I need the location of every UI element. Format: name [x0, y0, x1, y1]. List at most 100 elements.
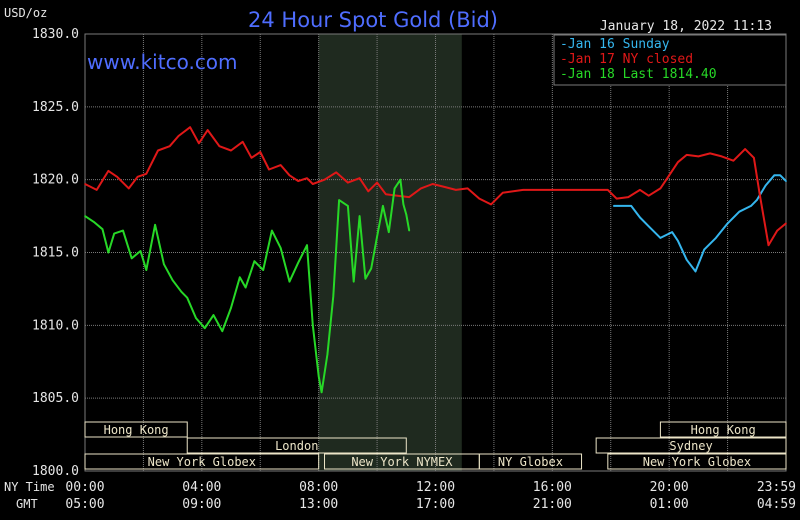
data-point-jan17 [668, 174, 670, 177]
data-point-jan17 [323, 178, 326, 181]
data-point-jan16 [630, 205, 632, 207]
market-bar: Hong Kong [84, 421, 188, 438]
data-point-jan17 [206, 129, 209, 131]
data-point-jan16 [785, 180, 787, 182]
data-point-jan17 [396, 194, 399, 197]
data-point-jan18 [101, 228, 104, 230]
data-point-jan17 [241, 141, 244, 143]
x-tick-label-gmt: 09:00 [182, 497, 221, 512]
data-point-jan17 [785, 222, 787, 225]
market-bar-frame [607, 453, 787, 470]
data-point-jan17 [443, 186, 446, 188]
data-point-jan16 [671, 231, 673, 233]
y-tick-label: 1830.0 [32, 27, 79, 42]
data-point-jan17 [168, 145, 171, 147]
y-tick-label: 1800.0 [32, 464, 79, 479]
x-tick-label-ny: 12:00 [416, 480, 455, 495]
data-point-jan16 [779, 174, 781, 177]
data-point-jan18 [399, 178, 402, 181]
data-point-jan18 [113, 232, 115, 235]
data-point-jan17 [367, 190, 370, 193]
data-point-jan17 [230, 149, 232, 152]
data-point-jan17 [732, 159, 735, 162]
data-point-jan18 [332, 295, 335, 298]
legend-entry-jan17: -Jan 17 NY closed [560, 52, 693, 67]
data-point-jan17 [522, 189, 524, 191]
data-point-jan17 [385, 193, 387, 195]
data-point-jan17 [615, 197, 618, 200]
market-bar: New York Globex [607, 453, 787, 470]
market-bar-label: NY Globex [498, 455, 563, 469]
data-point-jan17 [218, 145, 221, 147]
data-point-jan16 [750, 205, 752, 207]
data-point-jan17 [128, 187, 130, 190]
data-point-jan18 [320, 391, 323, 394]
data-point-jan16 [612, 205, 615, 207]
data-point-jan18 [93, 221, 95, 223]
data-point-jan17 [157, 149, 159, 152]
data-point-jan17 [189, 126, 191, 128]
data-point-jan18 [317, 375, 320, 378]
y-tick-label: 1820.0 [32, 173, 79, 188]
data-point-jan18 [306, 244, 308, 246]
data-point-jan16 [773, 174, 776, 177]
data-point-jan18 [221, 330, 224, 333]
data-point-jan18 [204, 327, 206, 330]
data-point-jan17 [776, 229, 778, 232]
market-bar-label: New York Globex [148, 455, 256, 469]
data-point-jan18 [154, 224, 156, 226]
market-bar-label: New York NYMEX [351, 455, 453, 469]
data-point-jan18 [376, 235, 378, 238]
data-point-jan18 [338, 199, 340, 201]
data-point-jan17 [490, 203, 492, 206]
data-point-jan17 [744, 148, 746, 150]
data-point-jan17 [306, 177, 308, 179]
data-point-jan18 [312, 324, 314, 327]
legend-entry-jan18: -Jan 18 Last 1814.40 [560, 67, 717, 82]
data-point-jan16 [756, 199, 758, 201]
watermark-url: www.kitco.com [87, 50, 238, 74]
data-point-jan16 [694, 270, 697, 273]
data-point-jan18 [195, 317, 197, 319]
data-point-jan18 [262, 269, 265, 271]
data-point-jan17 [709, 152, 711, 155]
data-point-jan18 [352, 280, 355, 283]
data-point-jan18 [288, 280, 291, 283]
data-point-jan17 [685, 154, 688, 156]
x-tick-label-gmt: 01:00 [650, 497, 689, 512]
x-tick-label-gmt: 17:00 [416, 497, 455, 512]
data-point-jan18 [122, 229, 124, 232]
data-point-jan18 [402, 203, 405, 206]
data-point-jan17 [720, 155, 723, 158]
data-point-jan16 [659, 237, 662, 239]
x-tick-label-gmt: 05:00 [65, 497, 104, 512]
data-point-jan16 [726, 222, 729, 225]
data-point-jan17 [84, 183, 86, 185]
x-tick-label-ny: 16:00 [533, 480, 572, 495]
x-tick-label-ny: 20:00 [650, 480, 689, 495]
x-tick-label-gmt: 21:00 [533, 497, 572, 512]
data-point-jan16 [764, 184, 767, 187]
legend-box [553, 34, 787, 86]
market-hours-bars: Hong Kong Hong Kong London Sydney New York G… [84, 421, 787, 470]
price-series [84, 126, 787, 394]
market-bar-frame [84, 453, 320, 470]
data-point-jan17 [697, 155, 700, 158]
legend: -Jan 16 Sunday -Jan 17 NY closed -Jan 18… [553, 34, 787, 86]
data-point-jan18 [84, 215, 86, 217]
data-point-jan18 [370, 267, 373, 270]
y-tick-label: 1805.0 [32, 391, 79, 406]
data-point-jan18 [388, 231, 390, 233]
data-point-jan17 [767, 244, 770, 246]
data-point-jan16 [639, 216, 641, 219]
market-bar: New York Globex [84, 453, 320, 470]
data-point-jan18 [239, 276, 241, 279]
data-point-jan16 [685, 259, 688, 261]
data-point-jan18 [130, 257, 133, 260]
data-point-jan18 [382, 205, 384, 207]
data-point-jan18 [212, 314, 215, 316]
data-point-jan17 [297, 180, 300, 182]
data-point-jan17 [376, 181, 378, 184]
data-point-jan16 [703, 248, 705, 251]
x-tick-label-gmt: 04:59 [757, 497, 796, 512]
